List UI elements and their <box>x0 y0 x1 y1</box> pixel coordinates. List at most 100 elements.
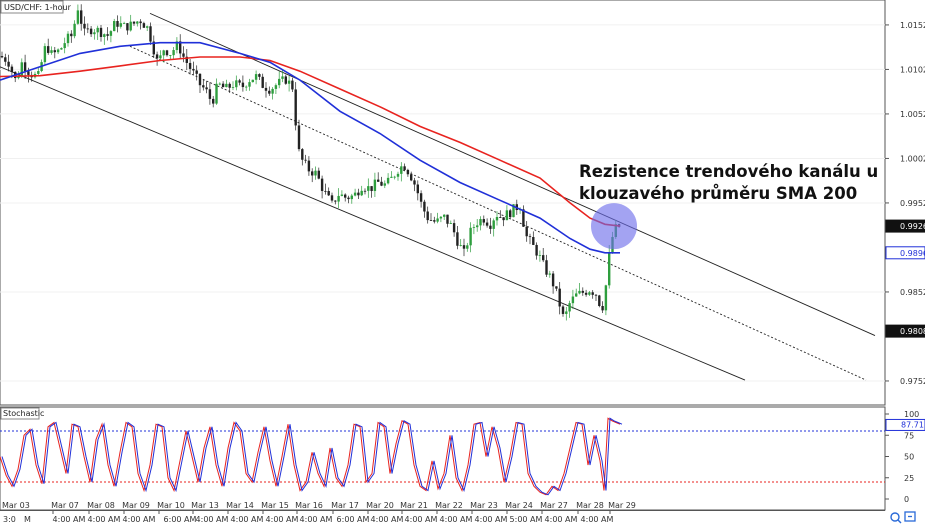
candle[interactable] <box>320 175 324 199</box>
candle[interactable] <box>538 250 542 262</box>
candle[interactable] <box>485 218 489 228</box>
candle[interactable] <box>291 77 294 93</box>
candle[interactable] <box>334 200 337 205</box>
candle[interactable] <box>462 238 466 257</box>
candle[interactable] <box>152 35 155 59</box>
candle[interactable] <box>185 49 188 71</box>
zoom-icon[interactable] <box>890 512 902 524</box>
candle[interactable] <box>535 242 538 260</box>
candle[interactable] <box>76 4 80 25</box>
candle[interactable] <box>4 53 7 66</box>
candle[interactable] <box>258 73 261 81</box>
candle[interactable] <box>598 294 601 308</box>
candle[interactable] <box>380 176 383 187</box>
candle[interactable] <box>446 214 449 228</box>
candle[interactable] <box>261 73 264 89</box>
candle[interactable] <box>466 242 469 252</box>
candle[interactable] <box>106 27 109 41</box>
candle[interactable] <box>218 82 221 86</box>
candle[interactable] <box>301 148 304 166</box>
candle[interactable] <box>235 75 238 91</box>
candle[interactable] <box>558 281 561 315</box>
candle[interactable] <box>433 216 436 224</box>
candle[interactable] <box>241 75 245 92</box>
candle[interactable] <box>419 190 423 208</box>
candle[interactable] <box>476 219 479 232</box>
candle[interactable] <box>410 171 413 182</box>
candle[interactable] <box>525 221 528 242</box>
candle[interactable] <box>377 172 380 182</box>
candle[interactable] <box>159 50 162 61</box>
candle[interactable] <box>23 54 27 80</box>
candle[interactable] <box>429 213 433 222</box>
candle[interactable] <box>212 95 215 108</box>
candle[interactable] <box>182 46 185 63</box>
candle[interactable] <box>70 30 73 43</box>
candle[interactable] <box>113 18 116 32</box>
candle[interactable] <box>469 222 472 253</box>
candle[interactable] <box>542 247 545 263</box>
candle[interactable] <box>561 304 565 317</box>
candle[interactable] <box>360 185 363 197</box>
candle[interactable] <box>142 21 146 28</box>
candle[interactable] <box>278 71 281 89</box>
candle[interactable] <box>53 46 56 59</box>
candle[interactable] <box>99 24 103 42</box>
candle[interactable] <box>83 16 86 36</box>
candle[interactable] <box>63 37 66 54</box>
candle[interactable] <box>594 294 598 301</box>
candle[interactable] <box>413 177 416 192</box>
candle[interactable] <box>327 187 330 197</box>
candle[interactable] <box>337 188 340 209</box>
candle[interactable] <box>126 22 129 35</box>
candle[interactable] <box>119 16 122 29</box>
candle[interactable] <box>449 220 452 225</box>
candle[interactable] <box>347 195 350 204</box>
candle[interactable] <box>416 180 419 201</box>
candle[interactable] <box>575 288 578 297</box>
candle[interactable] <box>565 306 568 321</box>
candle[interactable] <box>604 284 608 316</box>
candle[interactable] <box>139 19 142 30</box>
candle[interactable] <box>350 193 353 204</box>
candle[interactable] <box>208 82 212 105</box>
candle[interactable] <box>215 78 218 105</box>
candle[interactable] <box>353 188 357 197</box>
candle[interactable] <box>390 171 393 178</box>
candle[interactable] <box>584 289 588 297</box>
candle[interactable] <box>192 61 195 75</box>
candle[interactable] <box>96 25 99 40</box>
candle[interactable] <box>248 78 251 91</box>
candle[interactable] <box>17 71 20 80</box>
candle[interactable] <box>436 212 439 224</box>
candle[interactable] <box>317 167 320 180</box>
candle[interactable] <box>383 180 386 189</box>
candle[interactable] <box>93 29 96 40</box>
candle[interactable] <box>56 48 60 55</box>
candle[interactable] <box>568 300 571 318</box>
candle[interactable] <box>47 38 50 55</box>
candle[interactable] <box>581 287 584 296</box>
candle[interactable] <box>456 226 459 250</box>
candle[interactable] <box>555 286 558 292</box>
candle[interactable] <box>545 254 548 278</box>
candle[interactable] <box>403 163 406 171</box>
candle[interactable] <box>198 73 202 93</box>
candle[interactable] <box>245 85 248 91</box>
candle[interactable] <box>443 214 446 221</box>
candle[interactable] <box>324 183 327 195</box>
candle[interactable] <box>373 172 377 198</box>
candle[interactable] <box>103 33 106 45</box>
candle[interactable] <box>482 215 485 226</box>
candle[interactable] <box>307 156 311 176</box>
candle[interactable] <box>532 231 535 246</box>
candle[interactable] <box>89 26 93 38</box>
candle[interactable] <box>330 192 334 203</box>
candle[interactable] <box>495 211 499 226</box>
candle[interactable] <box>340 190 344 197</box>
candle[interactable] <box>116 15 119 33</box>
candle[interactable] <box>172 47 175 60</box>
candle[interactable] <box>80 4 83 31</box>
candle[interactable] <box>396 171 400 181</box>
